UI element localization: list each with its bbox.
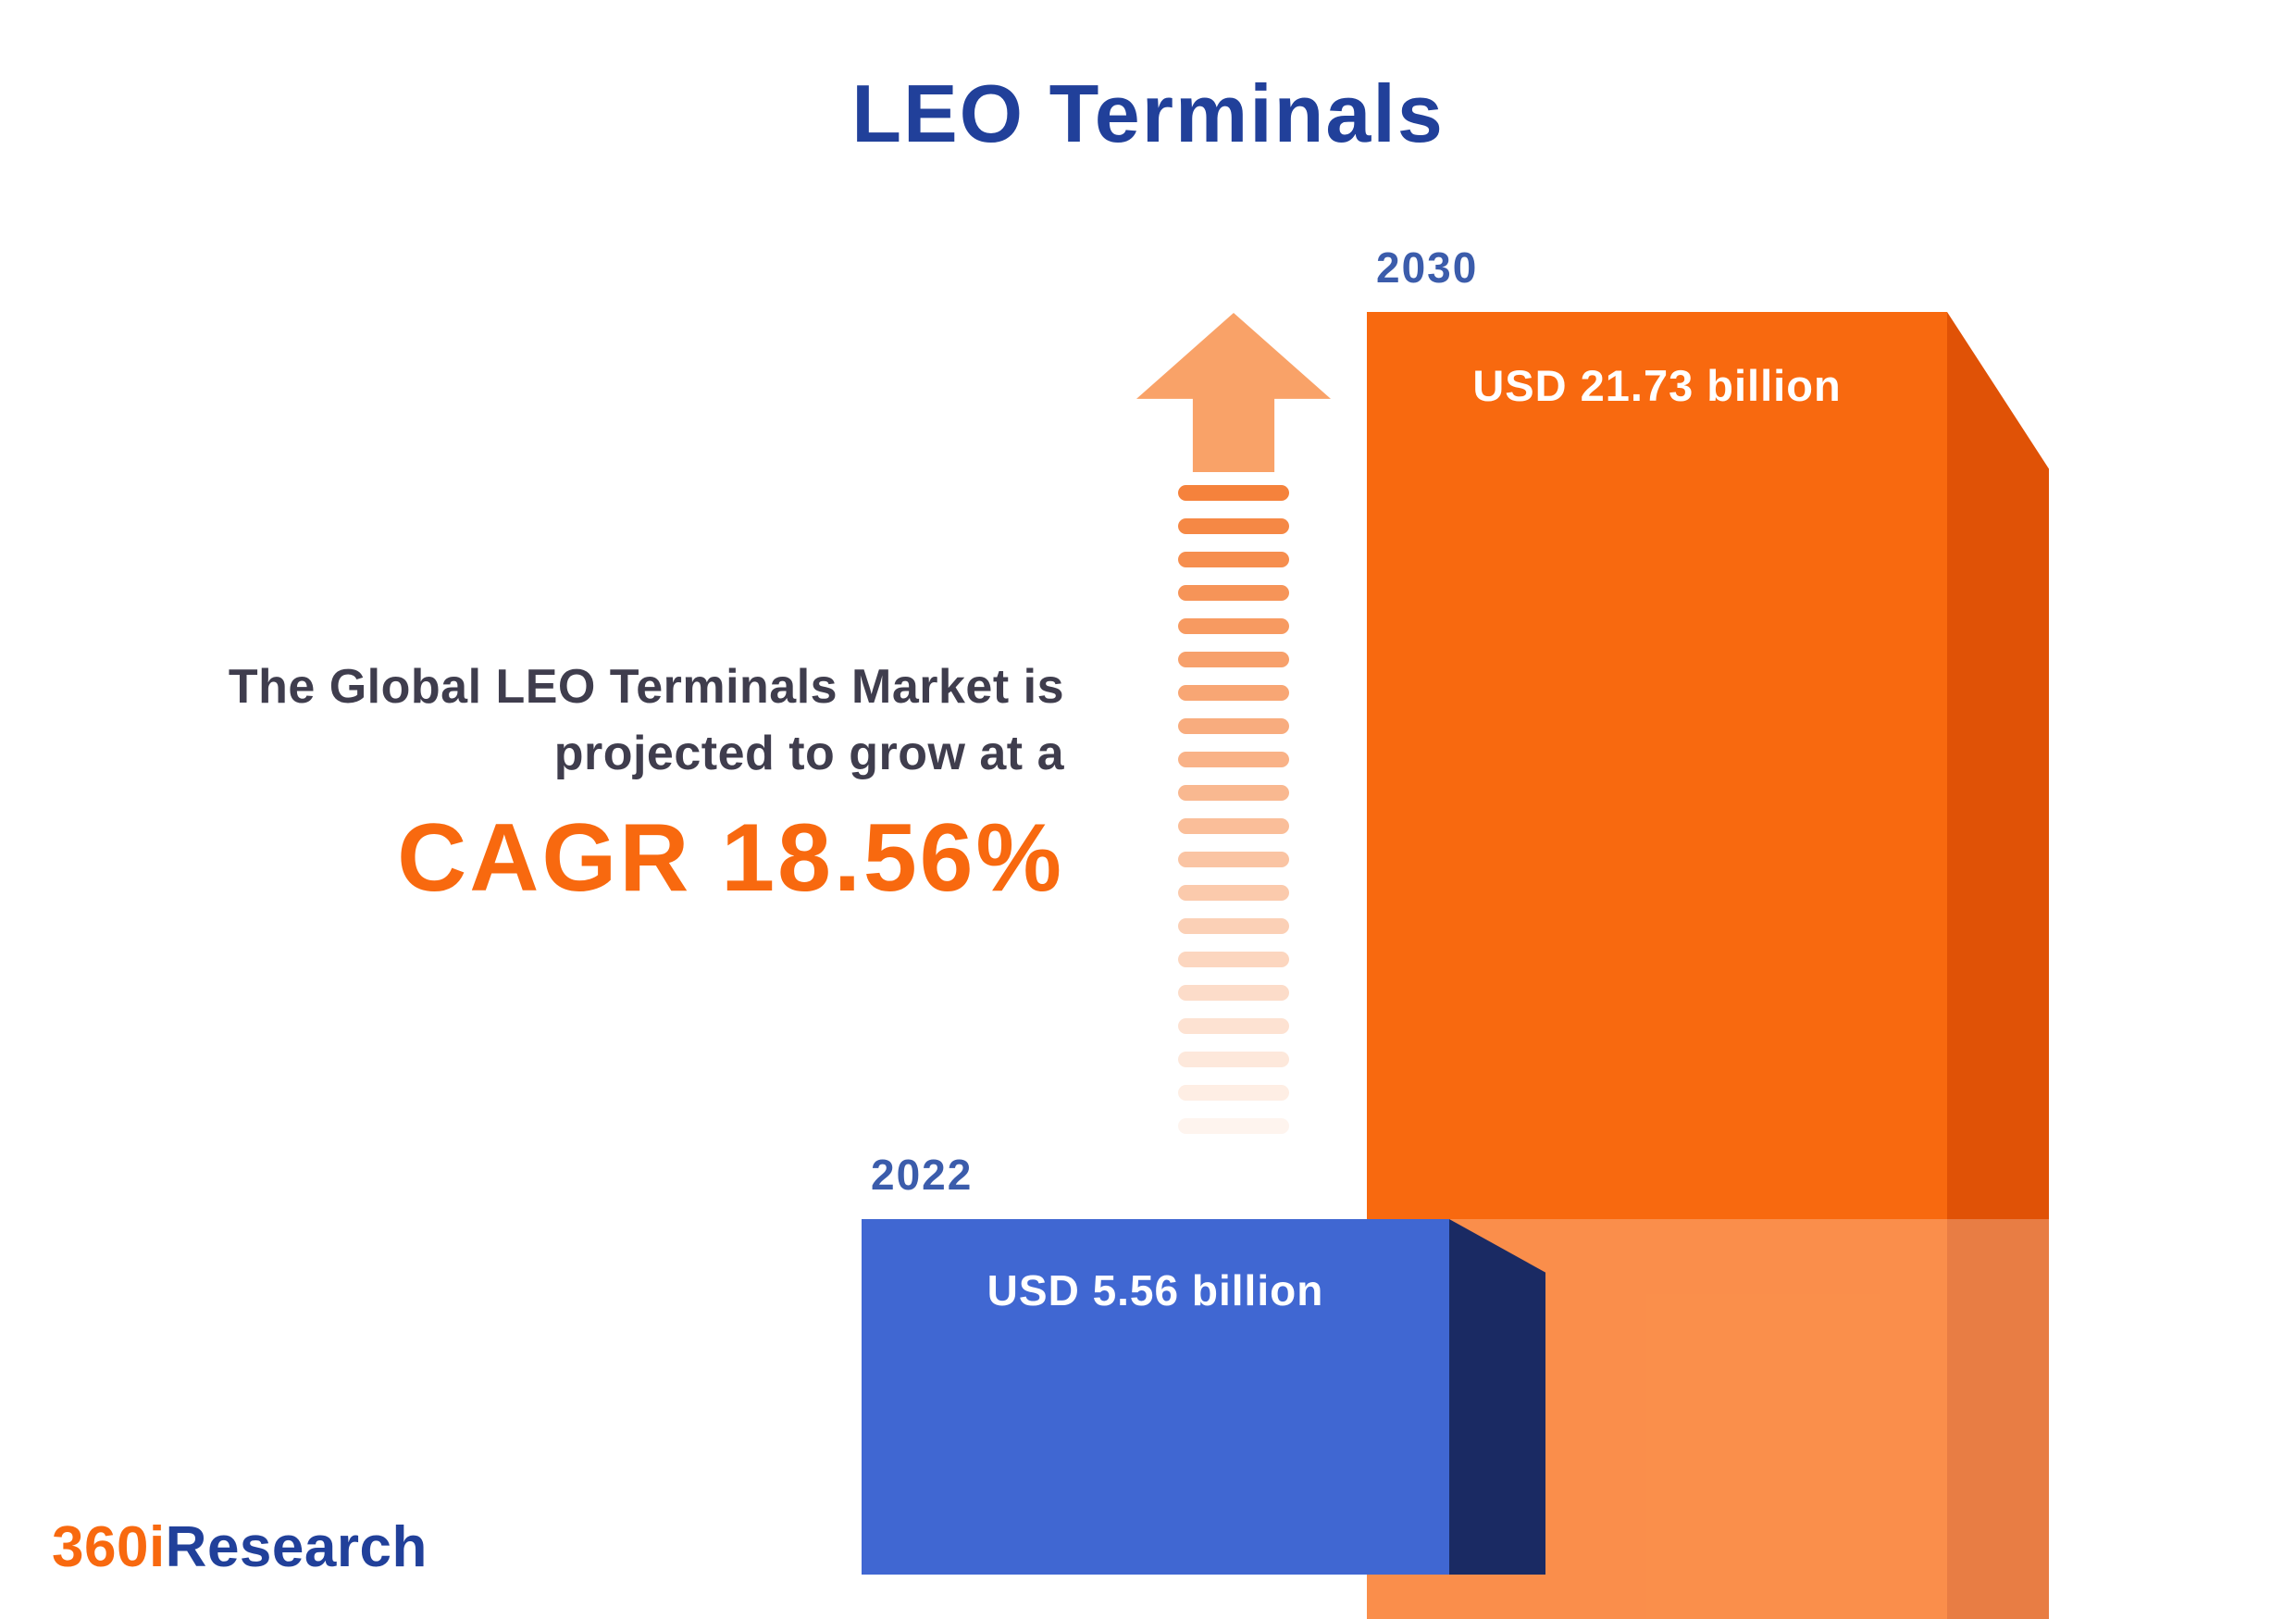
arrow-dash	[1178, 1052, 1289, 1067]
arrow-dash	[1178, 818, 1289, 834]
arrow-dashed-trail	[1178, 485, 1289, 1161]
bar-2022-year-label: 2022	[871, 1151, 974, 1199]
bar-2030-value-label: USD 21.73 billion	[1472, 361, 1842, 410]
cagr-value: CAGR 18.56%	[397, 804, 1064, 912]
arrow-dash	[1178, 685, 1289, 701]
arrow-dash	[1178, 852, 1289, 867]
arrow-dash	[1178, 718, 1289, 734]
arrow-dash	[1178, 1085, 1289, 1101]
bar-2022-side-face	[1449, 1219, 1545, 1575]
arrow-dash	[1178, 618, 1289, 634]
arrow-dash	[1178, 518, 1289, 534]
arrow-dash	[1178, 752, 1289, 767]
arrow-dash	[1178, 785, 1289, 801]
description-block: The Global LEO Terminals Market is proje…	[130, 654, 1064, 914]
chart-title: LEO Terminals	[851, 68, 1445, 159]
description-line-1: The Global LEO Terminals Market is	[228, 660, 1064, 714]
bar-2030-side-face	[1947, 312, 2049, 1619]
bar-2030-year-label: 2030	[1376, 243, 1479, 292]
logo-suffix: Research	[165, 1515, 428, 1579]
arrow-dash	[1178, 985, 1289, 1001]
description-line-2: projected to grow at a	[553, 727, 1064, 780]
arrow-dash	[1178, 585, 1289, 601]
bar-2022: USD 5.56 billion	[862, 1219, 1449, 1575]
arrow-dash	[1178, 1018, 1289, 1034]
arrow-dash	[1178, 552, 1289, 567]
arrow-dash	[1178, 918, 1289, 934]
logo-prefix: 360i	[52, 1515, 166, 1579]
arrow-dash	[1178, 652, 1289, 667]
arrow-dash	[1178, 1118, 1289, 1134]
logo: 360iResearch	[52, 1514, 428, 1580]
arrow-up-icon	[1136, 313, 1331, 472]
arrow-dash	[1178, 952, 1289, 967]
arrow-dash	[1178, 485, 1289, 501]
arrow-dash	[1178, 885, 1289, 901]
bar-2022-value-label: USD 5.56 billion	[987, 1266, 1324, 1314]
